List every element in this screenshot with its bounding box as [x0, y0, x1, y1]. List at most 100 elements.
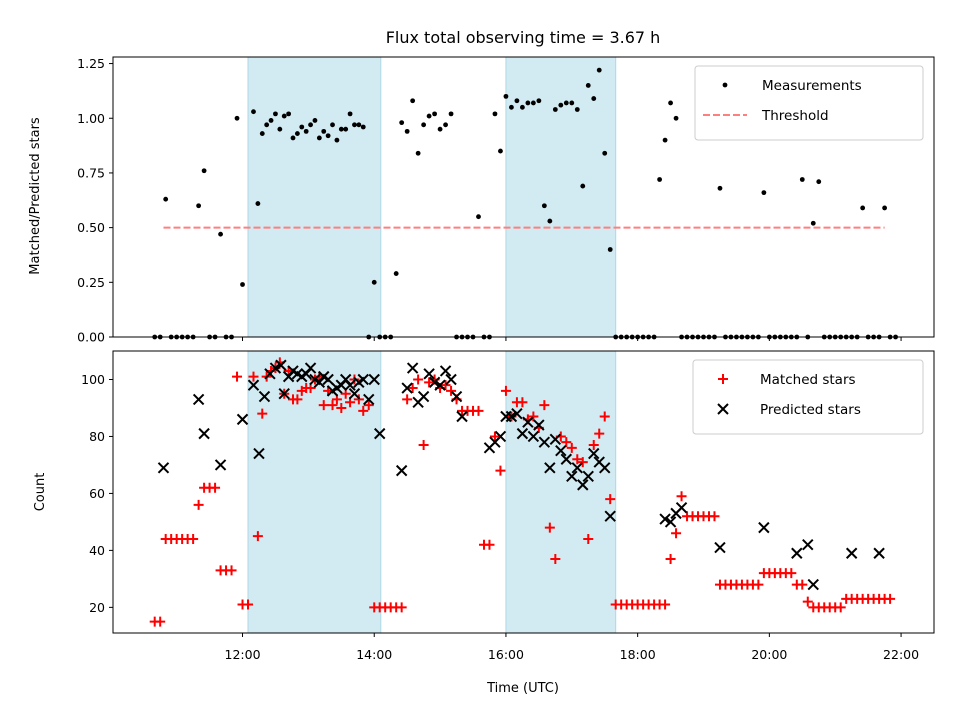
predicted-stars-point — [322, 373, 334, 386]
top-panel-ratio: 0.00 0.25 0.50 0.75 1.00 1.25 Measurements Thre… — [77, 56, 935, 345]
matched-stars-point — [588, 440, 599, 450]
legend-box — [694, 65, 924, 141]
matched-stars-point — [418, 440, 429, 450]
legend-label: Predicted stars — [760, 402, 861, 418]
measurement-point — [234, 115, 240, 121]
predicted-stars-point — [533, 419, 545, 431]
predicted-stars-point — [423, 368, 435, 380]
predicted-stars-point — [439, 365, 452, 377]
measurement-point — [410, 98, 416, 104]
measurement-point — [371, 279, 377, 285]
measurement-point — [294, 131, 300, 136]
measurement-point — [558, 102, 564, 108]
matched-stars-point — [572, 454, 583, 465]
matched-stars-point — [473, 405, 484, 416]
measurement-point — [591, 96, 597, 101]
matched-stars-point — [327, 400, 338, 411]
measurement-point — [657, 177, 663, 182]
predicted-stars-point — [604, 510, 616, 522]
y-tick-label: 60 — [89, 486, 105, 501]
legend-marker-matched — [718, 374, 728, 384]
measurement-point — [273, 111, 278, 117]
bottom-panel-count: 20 40 60 80 100 12:00 14:00 16:00 18:00 20:00 22:0… — [81, 350, 935, 662]
bottom-y-axis-label: Count — [33, 473, 48, 512]
predicted-stars-point — [192, 393, 205, 406]
predicted-stars-point — [538, 436, 551, 448]
measurement-point — [580, 183, 586, 189]
x-tick-label: 12:00 — [225, 647, 261, 662]
measurement-point — [347, 111, 353, 117]
predicted-stars-point — [714, 541, 726, 554]
predicted-stars-point — [434, 379, 446, 391]
matched-stars-point — [243, 599, 254, 610]
measurement-point — [563, 100, 569, 106]
matched-stars-point — [802, 596, 813, 607]
measurement-point — [536, 98, 542, 104]
predicted-stars-point — [363, 393, 375, 406]
matched-stars-point — [676, 491, 687, 502]
measurement-point — [520, 104, 525, 110]
predicted-stars-point — [566, 470, 578, 483]
measurement-point — [816, 179, 822, 185]
measurement-point — [240, 282, 245, 287]
matched-stars-point — [413, 374, 424, 385]
predicted-stars-point — [357, 373, 369, 386]
measurement-point — [574, 107, 580, 112]
measurement-point — [163, 196, 169, 202]
measurement-point — [673, 115, 679, 121]
predicted-stars-point — [758, 521, 770, 534]
predicted-stars-point — [445, 373, 457, 386]
matched-stars-point — [155, 616, 166, 627]
y-tick-label: 1.00 — [77, 111, 105, 126]
matched-stars-point — [396, 602, 407, 613]
y-tick-label: 20 — [89, 600, 105, 615]
measurement-point — [268, 118, 274, 123]
predicted-stars-point — [659, 513, 671, 525]
measurement-point — [448, 111, 454, 117]
matched-stars-point — [835, 602, 846, 613]
matched-stars-point — [500, 385, 511, 396]
top-y-axis-label: Matched/Predicted stars — [28, 117, 43, 275]
predicted-stars-point — [253, 447, 265, 460]
matched-stars-point — [495, 465, 506, 476]
y-tick-label: 0.00 — [77, 330, 105, 345]
measurement-point — [352, 122, 357, 128]
predicted-stars-point — [214, 459, 227, 471]
predicted-stars-point — [258, 390, 271, 403]
measurement-point — [321, 128, 327, 134]
measurement-point — [201, 168, 207, 174]
predicted-stars-point — [511, 407, 523, 420]
matched-stars-point — [193, 499, 204, 510]
matched-stars-point — [336, 402, 347, 413]
matched-stars-point — [407, 383, 418, 394]
shaded-interval — [505, 351, 616, 633]
measurement-point — [569, 100, 575, 106]
measurement-point — [255, 201, 261, 206]
x-axis-label: Time (UTC) — [486, 681, 559, 696]
legend-marker-predicted — [717, 403, 729, 415]
predicted-stars-point — [344, 379, 356, 391]
y-tick-label: 40 — [89, 543, 105, 558]
measurement-point — [607, 247, 613, 252]
matched-stars-point — [257, 408, 268, 419]
measurement-point — [360, 124, 366, 130]
matched-stars-point — [550, 553, 561, 564]
shaded-interval — [248, 57, 381, 337]
legend-marker-measurements — [722, 82, 728, 88]
predicted-stars-point — [664, 516, 677, 528]
predicted-stars-point — [417, 390, 430, 403]
measurement-point — [196, 203, 202, 209]
predicted-stars-point — [157, 462, 170, 474]
matched-stars-point — [517, 397, 528, 408]
shaded-interval — [505, 57, 616, 337]
measurement-point — [290, 135, 296, 141]
measurement-point — [552, 107, 558, 112]
predicted-stars-point — [401, 382, 413, 394]
measurement-point — [251, 109, 256, 115]
measurement-point — [476, 214, 481, 220]
measurement-point — [514, 98, 520, 104]
matched-stars-point — [424, 377, 435, 388]
x-tick-label: 20:00 — [751, 647, 787, 662]
measurement-point — [602, 150, 608, 156]
